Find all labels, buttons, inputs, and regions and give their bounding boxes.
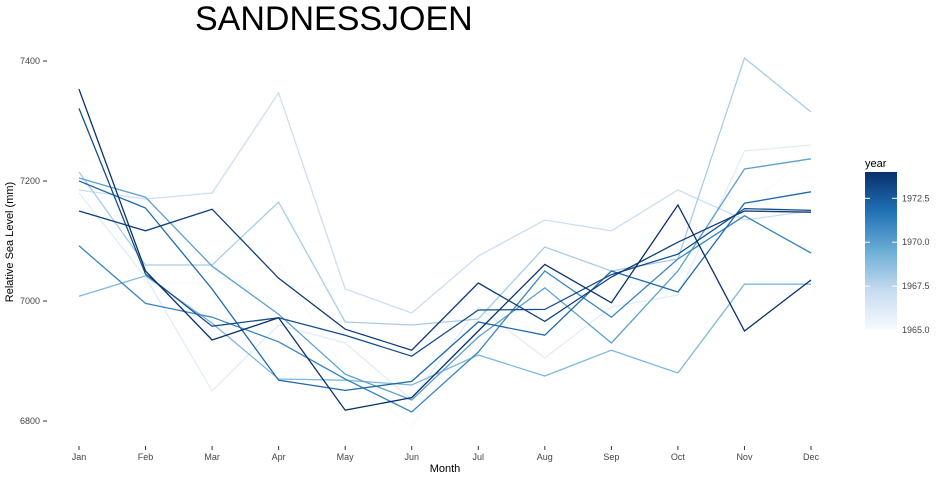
series-line [78, 88, 812, 411]
colorbar-tick-label: 1970.0 [902, 237, 930, 247]
series-line [78, 215, 812, 413]
series-layer [78, 56, 812, 428]
x-tick-label: Feb [138, 452, 154, 462]
y-axis-title: Relative Sea Level (mm) [4, 182, 16, 302]
x-axis-title: Month [430, 463, 461, 475]
series-line [78, 180, 812, 392]
series-line [78, 208, 812, 351]
series-line [78, 108, 812, 357]
y-tick-label: 7000 [20, 296, 40, 306]
series-line [78, 91, 812, 314]
colorbar-tick-label: 1972.5 [902, 193, 930, 203]
x-tick-label: Nov [736, 452, 753, 462]
x-tick-label: Jun [404, 452, 419, 462]
x-tick-label: Oct [671, 452, 686, 462]
chart-title: SANDNESSJOEN [195, 0, 473, 38]
x-tick-label: Aug [537, 452, 553, 462]
series-line [78, 144, 812, 401]
y-tick-label: 7400 [20, 56, 40, 66]
series-line [78, 150, 812, 428]
x-tick-label: Jul [473, 452, 485, 462]
x-axis: Jan Feb Mar Apr May Jun Jul Aug Sep Oct Nov Dec [72, 446, 820, 462]
y-tick-label: 6800 [20, 416, 40, 426]
legend-title: year [865, 158, 887, 170]
colorbar-tick-label: 1967.5 [902, 281, 930, 291]
colorbar-ticks: 1965.0 1967.5 1970.0 1972.5 [865, 193, 930, 335]
x-tick-label: Apr [272, 452, 286, 462]
colorbar-tick-label: 1965.0 [902, 325, 930, 335]
x-tick-label: Jan [72, 452, 87, 462]
x-tick-label: Mar [204, 452, 220, 462]
x-tick-label: Sep [603, 452, 619, 462]
x-tick-label: Dec [803, 452, 820, 462]
y-tick-label: 7200 [20, 176, 40, 186]
y-axis: 6800 7000 7200 7400 [20, 56, 47, 426]
colorbar [865, 172, 897, 330]
x-tick-label: May [337, 452, 355, 462]
color-legend: 1965.0 1967.5 1970.0 1972.5 [865, 172, 930, 335]
series-line [78, 158, 812, 401]
